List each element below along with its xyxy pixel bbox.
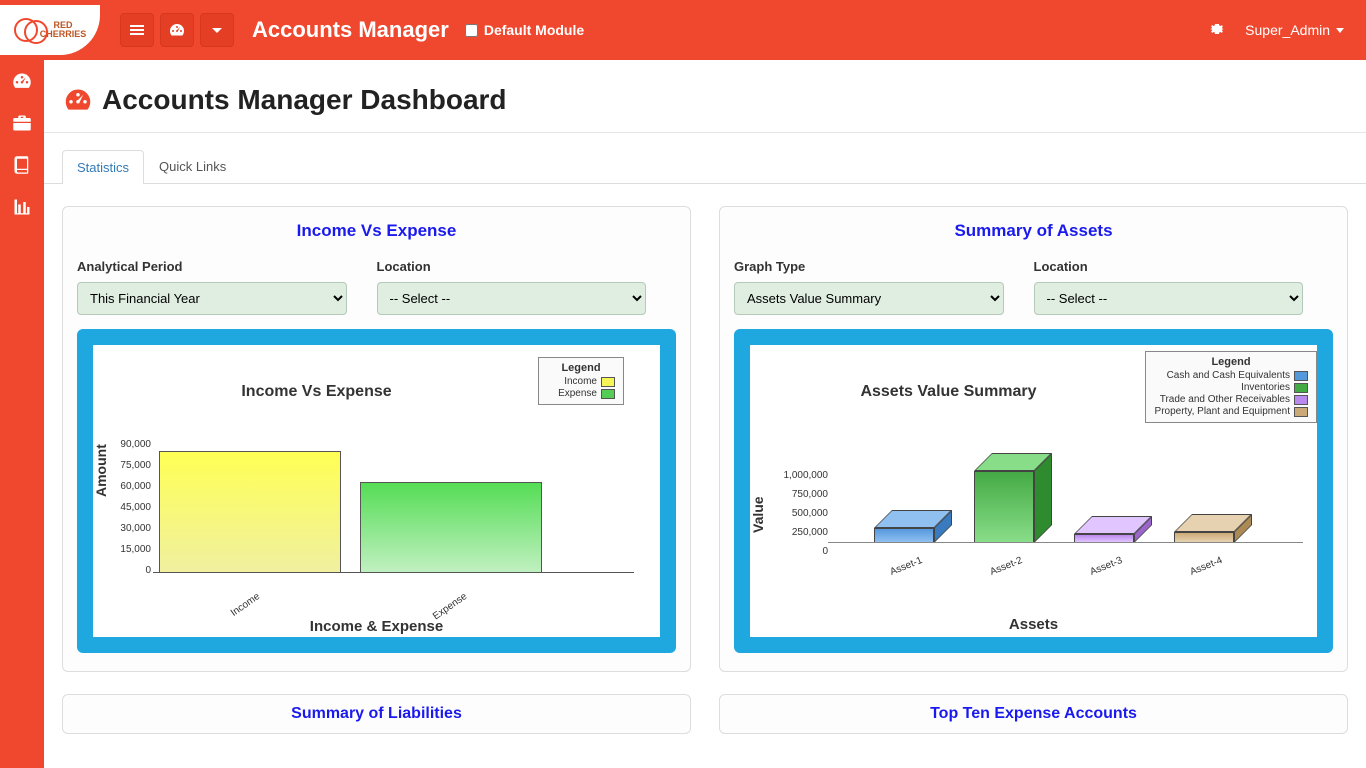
chart-title: Income Vs Expense <box>93 383 540 401</box>
chart-legend: Legend IncomeExpense <box>538 357 624 405</box>
caret-down-icon <box>1336 28 1344 33</box>
x-axis-label: Assets <box>750 616 1317 633</box>
page-header: Accounts Manager Dashboard <box>44 60 1366 132</box>
sidebar <box>0 60 44 768</box>
income-expense-chart: Income Vs Expense Legend IncomeExpense A… <box>93 345 660 637</box>
assets-chart: Assets Value Summary Legend Cash and Cas… <box>750 345 1317 637</box>
topbar: RED CHERRIES Accounts Manager Default Mo… <box>0 0 1366 60</box>
chevron-button[interactable] <box>200 13 234 47</box>
panel-liabilities: Summary of Liabilities <box>62 694 691 734</box>
gear-icon <box>1209 21 1225 37</box>
bar-3d <box>974 471 1034 543</box>
panel-title: Summary of Liabilities <box>73 705 680 723</box>
location-label: Location <box>1034 259 1334 274</box>
legend-item: Cash and Cash Equivalents <box>1154 370 1308 381</box>
tab-quick-links[interactable]: Quick Links <box>144 149 241 183</box>
bar-3d <box>874 528 934 543</box>
sidebar-item-accounts[interactable] <box>0 102 44 144</box>
chart-frame: Assets Value Summary Legend Cash and Cas… <box>734 329 1333 653</box>
category-label: Asset-3 <box>1088 555 1124 578</box>
dashboard-icon-button[interactable] <box>160 13 194 47</box>
content: Accounts Manager Dashboard Statistics Qu… <box>44 60 1366 768</box>
sidebar-item-reports[interactable] <box>0 186 44 228</box>
period-label: Analytical Period <box>77 259 377 274</box>
legend-title: Legend <box>547 362 615 374</box>
tab-statistics[interactable]: Statistics <box>62 150 144 184</box>
chart-frame: Income Vs Expense Legend IncomeExpense A… <box>77 329 676 653</box>
location-select[interactable]: -- Select -- <box>1034 282 1304 315</box>
category-label: Asset-2 <box>988 555 1024 578</box>
chevron-down-icon <box>209 22 225 38</box>
panel-title: Summary of Assets <box>734 221 1333 241</box>
chart-legend: Legend Cash and Cash EquivalentsInventor… <box>1145 351 1317 423</box>
app-title: Accounts Manager <box>252 17 449 43</box>
settings-button[interactable] <box>1209 21 1225 40</box>
briefcase-icon <box>12 113 32 133</box>
panel-title: Top Ten Expense Accounts <box>730 705 1337 723</box>
legend-item: Trade and Other Receivables <box>1154 394 1308 405</box>
menu-toggle-button[interactable] <box>120 13 154 47</box>
top-buttons <box>120 13 234 47</box>
graph-type-select[interactable]: Assets Value Summary <box>734 282 1004 315</box>
panel-top-expenses: Top Ten Expense Accounts <box>719 694 1348 734</box>
legend-item: Inventories <box>1154 382 1308 393</box>
legend-item: Income <box>547 376 615 387</box>
category-label: Asset-1 <box>888 555 924 578</box>
bar <box>159 451 341 573</box>
x-axis-label: Income & Expense <box>93 618 660 635</box>
default-module-toggle[interactable]: Default Module <box>465 22 584 38</box>
bar <box>360 482 542 573</box>
book-icon <box>12 155 32 175</box>
user-menu[interactable]: Super_Admin <box>1245 22 1344 38</box>
chart-icon <box>12 197 32 217</box>
panels-row-1: Income Vs Expense Analytical Period This… <box>44 184 1366 672</box>
chart-plot-area: Asset-1Asset-2Asset-3Asset-4 <box>834 455 1297 561</box>
y-axis-label: Value <box>750 496 766 533</box>
chart-title: Assets Value Summary <box>750 383 1147 401</box>
chart-plot-area: IncomeExpense <box>153 447 634 573</box>
category-label: Income <box>229 591 262 619</box>
tabs: Statistics Quick Links <box>44 149 1366 184</box>
legend-item: Expense <box>547 388 615 399</box>
sidebar-item-dashboard[interactable] <box>0 60 44 102</box>
divider <box>44 132 1366 133</box>
legend-item: Property, Plant and Equipment <box>1154 406 1308 417</box>
logo-mark <box>14 18 38 42</box>
user-name: Super_Admin <box>1245 22 1330 38</box>
sidebar-item-ledger[interactable] <box>0 144 44 186</box>
topbar-right: Super_Admin <box>1209 21 1344 40</box>
panel-title: Income Vs Expense <box>77 221 676 241</box>
location-select[interactable]: -- Select -- <box>377 282 647 315</box>
y-axis-ticks: 015,00030,00045,00060,00075,00090,000 <box>109 445 151 573</box>
location-label: Location <box>377 259 677 274</box>
y-axis-label: Amount <box>93 444 109 497</box>
logo: RED CHERRIES <box>0 5 100 55</box>
period-select[interactable]: This Financial Year <box>77 282 347 315</box>
default-module-label: Default Module <box>484 22 584 38</box>
panel-income-expense: Income Vs Expense Analytical Period This… <box>62 206 691 672</box>
panel-assets-summary: Summary of Assets Graph Type Assets Valu… <box>719 206 1348 672</box>
legend-title: Legend <box>1154 356 1308 368</box>
graph-type-label: Graph Type <box>734 259 1034 274</box>
gauge-icon <box>169 22 185 38</box>
gauge-icon <box>64 86 92 114</box>
page-title: Accounts Manager Dashboard <box>102 84 507 116</box>
default-module-checkbox[interactable] <box>465 24 478 37</box>
bars-icon <box>129 22 145 38</box>
gauge-icon <box>12 71 32 91</box>
category-label: Asset-4 <box>1188 555 1224 578</box>
panels-row-2: Summary of Liabilities Top Ten Expense A… <box>44 672 1366 734</box>
